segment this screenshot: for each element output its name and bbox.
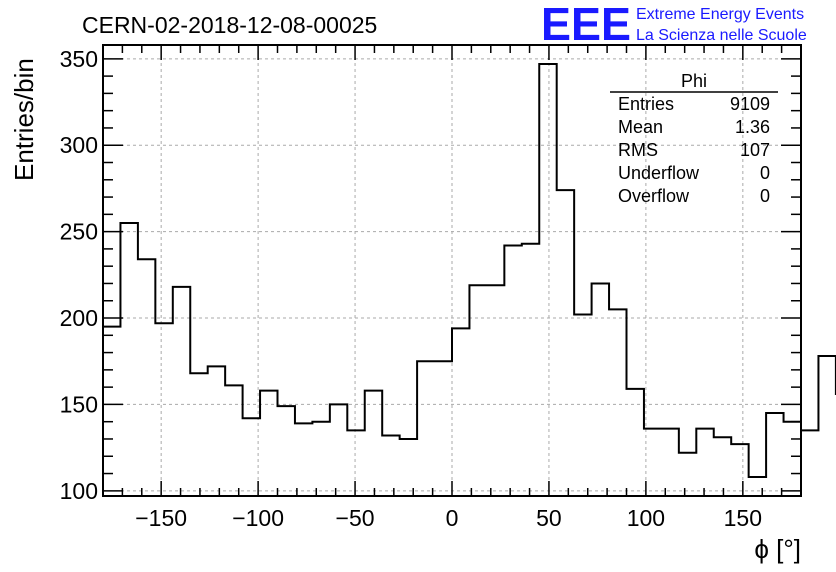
x-tick-label: −50 <box>336 505 375 531</box>
stats-label: Mean <box>618 117 663 137</box>
x-axis-label: ϕ [°] <box>754 534 801 564</box>
stats-label: RMS <box>618 140 658 160</box>
logo-line1: Extreme Energy Events <box>636 6 804 23</box>
stats-box: Phi Entries 9109 Mean 1.36 RMS 107 Underflow 0 O… <box>610 71 778 206</box>
stats-label: Underflow <box>618 163 700 183</box>
x-tick-label: −150 <box>135 505 187 531</box>
y-tick-label: 200 <box>60 305 98 331</box>
axes <box>102 44 802 497</box>
stats-value: 107 <box>740 140 770 160</box>
x-tick-label: 100 <box>627 505 665 531</box>
y-tick-label: 100 <box>60 478 98 504</box>
y-axis-label: Entries/bin <box>9 58 39 181</box>
stats-value: 1.36 <box>735 117 770 137</box>
histogram-series <box>103 63 836 478</box>
chart-title: CERN-02-2018-12-08-00025 <box>82 12 377 38</box>
y-tick-label: 250 <box>60 219 98 245</box>
logo-mark: EEE <box>541 0 631 50</box>
tick-labels: −150 −100 −50 0 50 100 150 100 150 200 250 300 350 <box>60 46 762 531</box>
x-tick-label: 50 <box>536 505 562 531</box>
x-tick-label: −100 <box>232 505 284 531</box>
stats-rows: Entries 9109 Mean 1.36 RMS 107 Underflow 0 Overf… <box>618 94 770 206</box>
stats-label: Overflow <box>618 186 690 206</box>
y-tick-label: 300 <box>60 132 98 158</box>
y-tick-label: 150 <box>60 391 98 417</box>
stats-value: 0 <box>760 163 770 183</box>
x-tick-label: 150 <box>724 505 762 531</box>
stats-value: 9109 <box>730 94 770 114</box>
histogram-line <box>103 63 836 478</box>
stats-value: 0 <box>760 186 770 206</box>
y-tick-label: 350 <box>60 46 98 72</box>
stats-label: Entries <box>618 94 674 114</box>
eee-logo: EEE Extreme Energy Events La Scienza nel… <box>541 0 807 50</box>
logo-line2: La Scienza nelle Scuole <box>636 27 807 44</box>
x-tick-label: 0 <box>446 505 459 531</box>
stats-title: Phi <box>681 71 707 91</box>
